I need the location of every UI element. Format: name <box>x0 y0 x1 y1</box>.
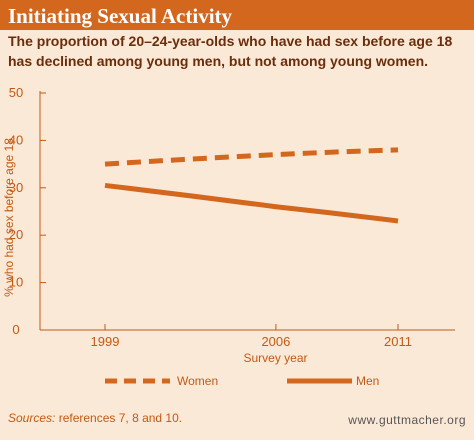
source-label: Sources: <box>8 411 56 425</box>
source-note: Sources: references 7, 8 and 10. <box>8 411 182 425</box>
y-tick-label: 20 <box>9 227 23 242</box>
subtitle-line-2: has declined among young men, but not am… <box>8 53 429 69</box>
footer-url: www.guttmacher.org <box>348 413 466 427</box>
chart-subtitle: The proportion of 20–24-year-olds who ha… <box>8 31 470 71</box>
legend-label-women: Women <box>177 374 218 388</box>
x-axis-title: Survey year <box>243 351 307 365</box>
page-title: Initiating Sexual Activity <box>8 4 233 28</box>
series-line-women <box>104 147 399 167</box>
y-tick-label: 30 <box>9 180 23 195</box>
subtitle-line-1: The proportion of 20–24-year-olds who ha… <box>8 33 453 49</box>
y-tick-label: 40 <box>9 132 23 147</box>
title-bar: Initiating Sexual Activity <box>0 0 474 30</box>
source-text: references 7, 8 and 10. <box>55 411 183 425</box>
x-tick-label: 2006 <box>261 334 290 349</box>
x-tick-label: 2011 <box>384 334 412 349</box>
x-tick-label: 1999 <box>91 334 120 349</box>
legend-label-men: Men <box>356 374 379 388</box>
y-tick-label: 10 <box>9 275 23 290</box>
y-axis-title: % who had sex before age 18 <box>2 138 16 297</box>
y-tick-label: 0 <box>12 322 19 337</box>
series-line-men <box>104 182 399 224</box>
y-tick-label: 50 <box>9 85 23 100</box>
